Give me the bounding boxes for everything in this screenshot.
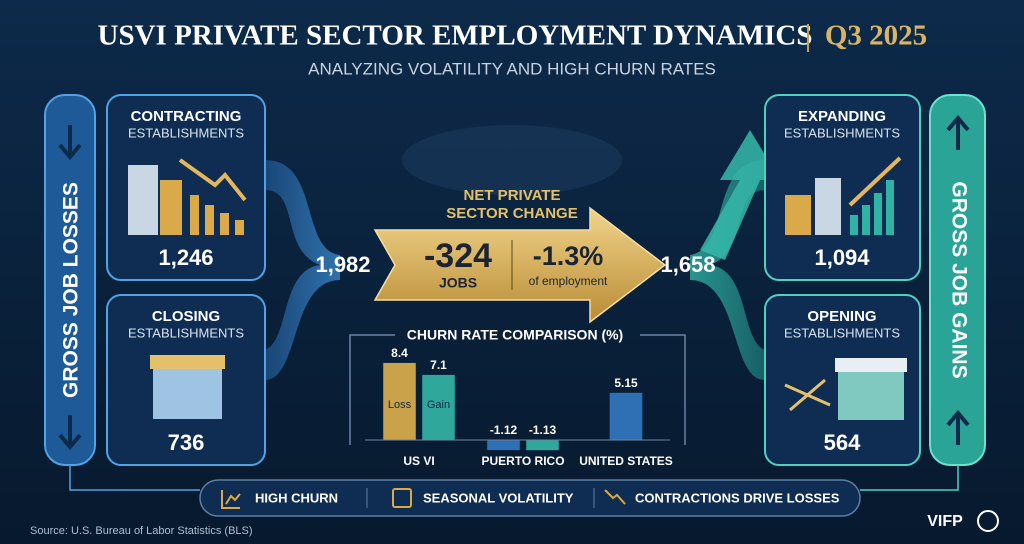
store-icon — [153, 369, 222, 419]
logo-icon — [977, 510, 999, 532]
period: Q3 2025 — [825, 20, 927, 52]
building-icon — [160, 180, 182, 235]
card-title: CLOSING — [152, 308, 220, 325]
net-percent: -1.3% — [533, 241, 604, 271]
opening-card: OPENING ESTABLISHMENTS 564 — [764, 294, 921, 466]
bar-icon — [862, 205, 870, 235]
bar — [609, 392, 643, 441]
gains-total: 1,658 — [660, 252, 715, 277]
gains-label: GROSS JOB GAINS — [947, 181, 970, 378]
building-icon — [128, 165, 158, 235]
card-value: 736 — [168, 430, 205, 455]
down-arrow — [58, 125, 82, 161]
card-title: CONTRACTING — [131, 108, 242, 125]
up-flow-arrow — [700, 130, 780, 260]
value-label: -1.13 — [529, 423, 557, 437]
store-awning — [150, 355, 225, 369]
card-subtitle: ESTABLISHMENTS — [128, 125, 244, 140]
card-title: EXPANDING — [798, 108, 886, 125]
churn-chart: 8.4 Loss 7.1 Gain US VI -1.12 -1.13 PUERTO RICO… — [365, 346, 673, 468]
closing-card: CLOSING ESTABLISHMENTS 736 — [106, 294, 266, 466]
building-icon — [785, 195, 811, 235]
loss-flow — [265, 160, 340, 380]
footer-item: SEASONAL VOLATILITY — [423, 490, 574, 505]
losses-total: 1,982 — [315, 252, 370, 277]
card-subtitle: ESTABLISHMENTS — [784, 125, 900, 140]
footer-item: HIGH CHURN — [255, 490, 338, 505]
chart-frame — [349, 334, 686, 445]
connector — [69, 465, 200, 491]
logo: VIFP — [927, 513, 963, 530]
bar-icon — [850, 215, 858, 235]
store-icon — [838, 372, 904, 420]
value-label: -1.12 — [490, 423, 518, 437]
card-subtitle: ESTABLISHMENTS — [128, 325, 244, 340]
connector — [860, 465, 959, 491]
category-label: US VI — [403, 454, 434, 468]
net-percent-unit: of employment — [529, 274, 608, 288]
contracting-card: CONTRACTING ESTABLISHMENTS 1,246 — [106, 94, 266, 281]
bar — [382, 362, 417, 441]
bar-icon — [220, 213, 229, 235]
bar-icon — [190, 195, 199, 235]
card-value: 564 — [824, 430, 861, 455]
card-subtitle: ESTABLISHMENTS — [784, 325, 900, 340]
value-label: 8.4 — [391, 346, 408, 360]
subtitle: ANALYZING VOLATILITY AND HIGH CHURN RATE… — [308, 59, 716, 78]
expanding-card: EXPANDING ESTABLISHMENTS 1,094 — [764, 94, 921, 281]
source: Source: U.S. Bureau of Labor Statistics … — [30, 525, 253, 537]
category-label: PUERTO RICO — [481, 454, 564, 468]
bar — [525, 439, 560, 451]
bar — [486, 439, 521, 451]
value-label: 5.15 — [614, 376, 638, 390]
series-label: Gain — [427, 399, 450, 411]
up-arrow — [946, 114, 970, 150]
losses-label: GROSS JOB LOSSES — [60, 182, 83, 398]
bar-icon — [205, 205, 214, 235]
card-value: 1,094 — [814, 245, 870, 270]
category-label: UNITED STATES — [579, 454, 673, 468]
net-jobs: -324 — [424, 237, 492, 275]
trend-icon — [848, 156, 902, 207]
up-arrow — [946, 409, 970, 445]
bar-icon — [235, 220, 244, 235]
ribbon-icon — [784, 378, 831, 412]
bar — [421, 374, 456, 441]
churn-icon — [221, 490, 241, 509]
trend-icon — [178, 158, 247, 202]
map-silhouette — [402, 125, 622, 195]
bar-icon — [886, 180, 894, 235]
bar-icon — [874, 193, 882, 235]
card-title: OPENING — [807, 308, 876, 325]
net-arrow — [373, 206, 667, 324]
footer-pill — [199, 479, 861, 517]
building-icon — [815, 178, 841, 235]
card-value: 1,246 — [158, 245, 213, 270]
title: USVI PRIVATE SECTOR EMPLOYMENT DYNAMICS — [98, 20, 813, 52]
store-awning — [835, 358, 907, 372]
net-title: SECTOR CHANGE — [446, 205, 577, 222]
net-jobs-unit: JOBS — [439, 275, 477, 291]
gain-flow — [690, 160, 765, 380]
calendar-icon — [392, 488, 412, 508]
down-arrow — [58, 415, 82, 451]
decline-icon — [604, 489, 626, 505]
value-label: 7.1 — [430, 358, 447, 372]
footer-item: CONTRACTIONS DRIVE LOSSES — [635, 490, 840, 505]
series-label: Loss — [388, 399, 412, 411]
net-title: NET PRIVATE — [464, 187, 561, 204]
chart-title: CHURN RATE COMPARISON (%) — [407, 327, 623, 343]
